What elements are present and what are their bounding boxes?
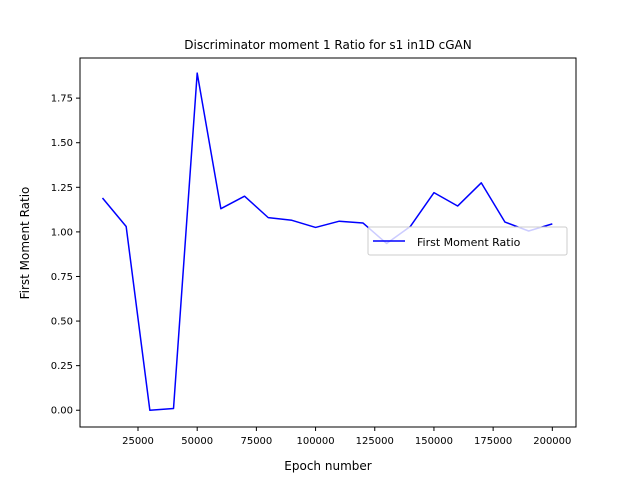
y-tick-label: 1.50 (51, 138, 73, 149)
x-tick-label: 150000 (415, 436, 453, 447)
plot-frame (79, 57, 577, 428)
y-tick-label: 0.75 (51, 272, 73, 283)
x-axis-label: Epoch number (284, 459, 371, 473)
x-tick-label: 50000 (181, 436, 213, 447)
x-tick-label: 25000 (122, 436, 154, 447)
y-tick-label: 0.50 (51, 317, 73, 328)
y-tick-label: 0.00 (51, 406, 73, 417)
x-tick-label: 125000 (356, 436, 394, 447)
x-tick-label: 100000 (296, 436, 334, 447)
y-tick-label: 1.75 (51, 94, 73, 105)
series-line-0 (101, 72, 553, 411)
y-tick-label: 1.00 (51, 227, 73, 238)
x-tick-label: 75000 (240, 436, 272, 447)
legend-entry-label: First Moment Ratio (417, 236, 521, 249)
x-tick-label: 200000 (533, 436, 571, 447)
chart-title: Discriminator moment 1 Ratio for s1 in1D… (184, 38, 472, 52)
legend: First Moment Ratio (367, 226, 568, 256)
y-axis-label: First Moment Ratio (18, 187, 32, 300)
legend-box (367, 226, 568, 256)
y-tick-label: 1.25 (51, 183, 73, 194)
x-tick-label: 175000 (474, 436, 512, 447)
y-tick-label: 0.25 (51, 361, 73, 372)
